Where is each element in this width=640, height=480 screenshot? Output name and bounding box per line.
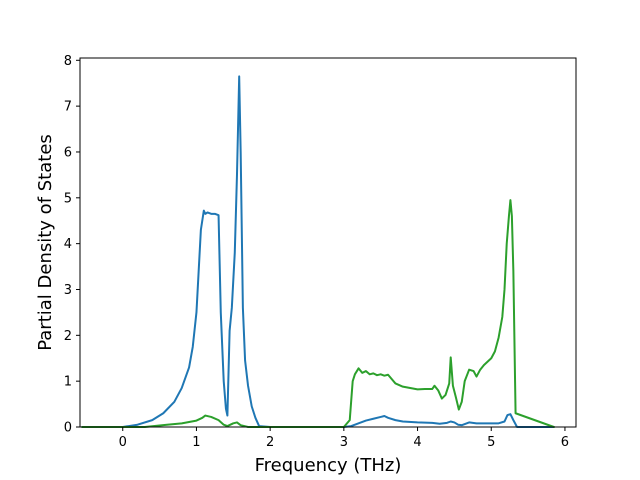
x-tick-label: 6 [561,435,569,450]
x-axis-label: Frequency (THz) [255,455,402,476]
x-tick-label: 5 [487,435,495,450]
x-tick-label: 1 [192,435,200,450]
x-tick-label: 4 [413,435,421,450]
y-tick-label: 4 [64,237,72,252]
series-line-2 [81,199,555,428]
y-axis: 0 1 2 3 4 5 6 7 8 [64,54,80,436]
y-tick-label: 3 [64,283,72,298]
y-tick-label: 8 [64,54,72,69]
plot-frame [79,57,577,428]
series-layer [81,75,555,428]
x-tick-label: 0 [119,435,127,450]
y-tick-label: 5 [64,191,72,206]
series-line-1 [81,75,555,428]
y-tick-label: 1 [64,375,72,390]
y-tick-label: 6 [64,145,72,160]
y-tick-label: 2 [64,329,72,344]
y-axis-label: Partial Density of States [35,134,56,351]
x-axis: 0 1 2 3 4 5 6 [119,427,569,450]
y-tick-label: 0 [64,421,72,436]
y-tick-label: 7 [64,100,72,115]
x-tick-label: 2 [266,435,274,450]
x-tick-label: 3 [340,435,348,450]
